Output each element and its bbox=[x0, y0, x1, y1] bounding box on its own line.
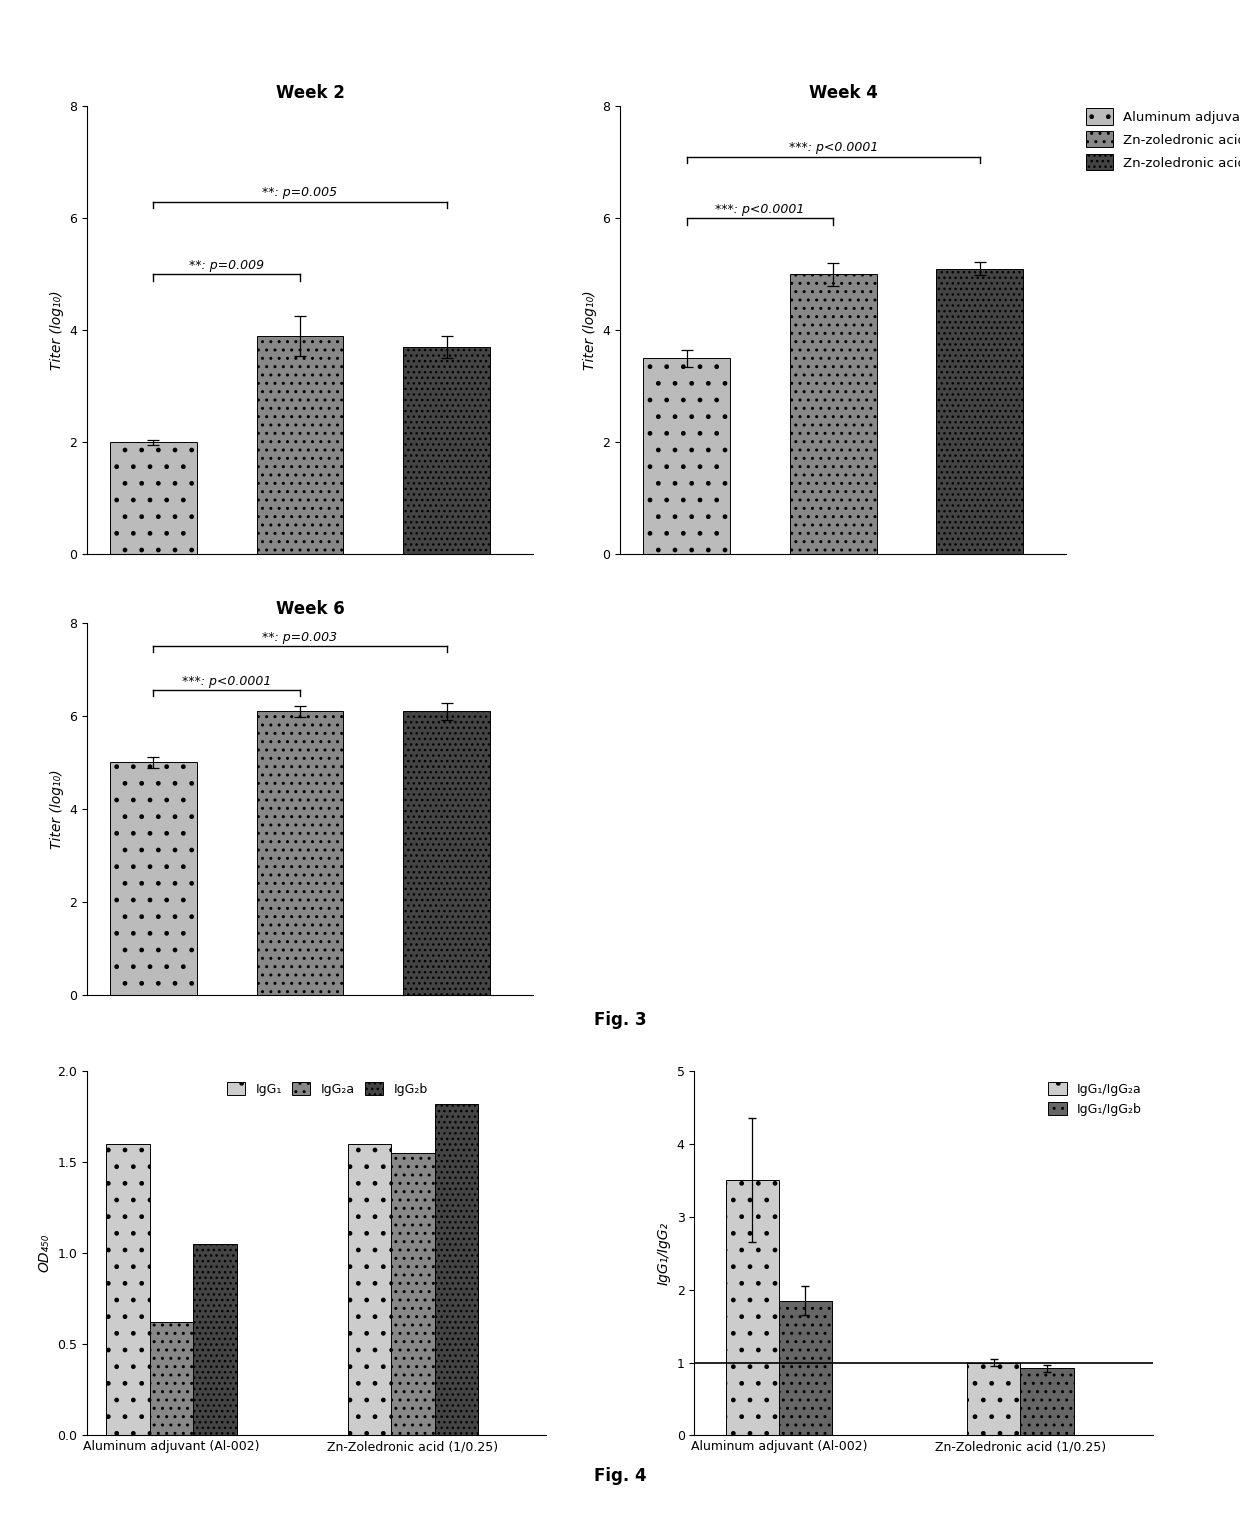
Bar bbox=[790, 275, 877, 554]
Text: Fig. 3: Fig. 3 bbox=[594, 1012, 646, 1030]
Bar bbox=[725, 1180, 779, 1435]
Legend: IgG₁, IgG₂a, IgG₂b: IgG₁, IgG₂a, IgG₂b bbox=[222, 1077, 433, 1101]
Y-axis label: OD₄₅₀: OD₄₅₀ bbox=[37, 1233, 52, 1273]
Bar bbox=[403, 711, 490, 995]
Text: ***: p<0.0001: ***: p<0.0001 bbox=[715, 202, 805, 216]
Bar bbox=[967, 1363, 1021, 1435]
Text: **: p=0.003: **: p=0.003 bbox=[263, 630, 337, 644]
Text: Fig. 4: Fig. 4 bbox=[594, 1467, 646, 1486]
Bar bbox=[150, 1323, 193, 1435]
Y-axis label: Titer (log₁₀): Titer (log₁₀) bbox=[50, 769, 63, 849]
Text: ***: p<0.0001: ***: p<0.0001 bbox=[182, 674, 272, 688]
Bar bbox=[644, 358, 730, 554]
Y-axis label: Titer (log₁₀): Titer (log₁₀) bbox=[50, 290, 63, 371]
Bar bbox=[936, 269, 1023, 554]
Bar bbox=[779, 1300, 832, 1435]
Title: Week 2: Week 2 bbox=[275, 84, 345, 102]
Bar bbox=[257, 336, 343, 554]
Text: **: p=0.009: **: p=0.009 bbox=[190, 258, 264, 272]
Title: Week 6: Week 6 bbox=[275, 600, 345, 618]
Bar bbox=[193, 1244, 237, 1435]
Bar bbox=[403, 348, 490, 554]
Bar bbox=[347, 1144, 391, 1435]
Bar bbox=[1021, 1369, 1074, 1435]
Text: **: p=0.005: **: p=0.005 bbox=[263, 185, 337, 199]
Y-axis label: IgG₁/IgG₂: IgG₁/IgG₂ bbox=[657, 1221, 671, 1285]
Bar bbox=[110, 763, 197, 995]
Title: Week 4: Week 4 bbox=[808, 84, 878, 102]
Text: ***: p<0.0001: ***: p<0.0001 bbox=[789, 141, 878, 153]
Bar bbox=[110, 442, 197, 554]
Y-axis label: Titer (log₁₀): Titer (log₁₀) bbox=[583, 290, 596, 371]
Bar bbox=[257, 711, 343, 995]
Bar bbox=[434, 1104, 477, 1435]
Legend: IgG₁/IgG₂a, IgG₁/IgG₂b: IgG₁/IgG₂a, IgG₁/IgG₂b bbox=[1043, 1077, 1147, 1121]
Bar bbox=[107, 1144, 150, 1435]
Legend: Aluminum adjuvant (Al-002), Zn-zoledronic acid (1/0.25), Zn-zoledronic acid (1/1: Aluminum adjuvant (Al-002), Zn-zoledroni… bbox=[1086, 108, 1240, 170]
Bar bbox=[391, 1153, 434, 1435]
